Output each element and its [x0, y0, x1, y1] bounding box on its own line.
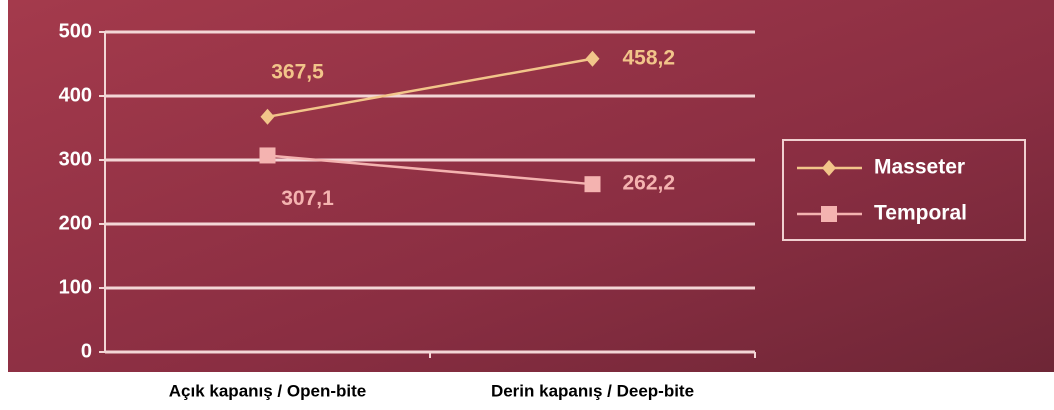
x-tick-label: Açık kapanış / Open-bite: [169, 381, 366, 400]
x-tick-label: Derin kapanış / Deep-bite: [491, 381, 694, 400]
y-tick-label: 400: [59, 84, 92, 106]
data-label: 458,2: [623, 46, 676, 69]
data-label: 307,1: [281, 187, 334, 210]
y-tick-label: 100: [59, 276, 92, 298]
legend-marker: [822, 160, 836, 176]
chart-background: [8, 0, 1054, 372]
y-tick-label: 0: [81, 340, 92, 362]
series-line: [267, 57, 593, 119]
legend-marker: [821, 206, 837, 222]
data-point: [585, 50, 600, 67]
legend-label: Masseter: [874, 156, 965, 179]
y-tick-label: 300: [59, 148, 92, 170]
y-tick-label: 500: [59, 20, 92, 42]
data-label: 262,2: [623, 172, 676, 195]
data-point: [260, 108, 275, 125]
legend-label: Temporal: [874, 202, 967, 225]
data-point: [584, 176, 601, 193]
y-tick-label: 200: [59, 212, 92, 234]
legend-box: [782, 139, 1026, 241]
series-line: [267, 154, 593, 186]
data-point: [259, 147, 276, 164]
data-label: 367,5: [271, 60, 324, 83]
